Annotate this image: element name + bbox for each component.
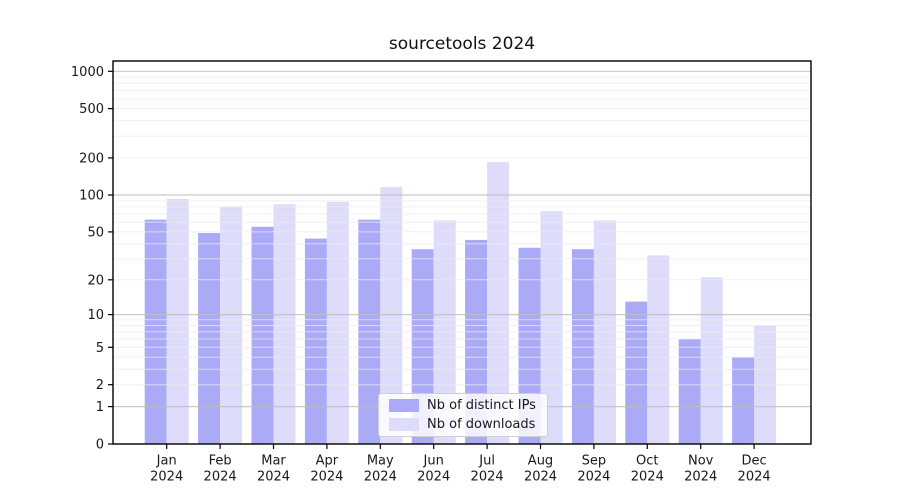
bar-downloads-nov xyxy=(700,277,723,444)
x-tick-label-month: Jun xyxy=(423,454,444,469)
x-tick-label-month: May xyxy=(367,454,394,469)
x-tick-label-year: 2024 xyxy=(310,470,343,485)
y-tick-label: 20 xyxy=(87,273,104,288)
y-tick-label: 500 xyxy=(79,102,104,117)
y-tick-label: 50 xyxy=(87,225,104,240)
x-tick-label-month: Mar xyxy=(261,454,286,469)
x-tick-label-month: Jul xyxy=(478,454,495,469)
y-tick-label: 200 xyxy=(79,151,104,166)
legend-label-distinct-ips: Nb of distinct IPs xyxy=(427,398,536,413)
legend-item-distinct-ips: Nb of distinct IPs xyxy=(379,398,547,413)
x-tick-label-month: Jan xyxy=(156,454,177,469)
legend-item-downloads: Nb of downloads xyxy=(379,417,547,432)
y-tick-label: 0 xyxy=(96,438,104,453)
x-tick-label-year: 2024 xyxy=(524,470,557,485)
bar-downloads-jul xyxy=(487,162,510,444)
bar-downloads-jan xyxy=(166,198,189,444)
y-tick-label: 100 xyxy=(79,189,104,204)
x-tick-label-year: 2024 xyxy=(577,470,610,485)
bar-distinct-ips-jul xyxy=(465,239,488,444)
chart-title: sourcetools 2024 xyxy=(388,34,536,54)
x-tick-label-month: Apr xyxy=(316,454,339,469)
bar-distinct-ips-nov xyxy=(678,339,701,444)
x-tick-label-year: 2024 xyxy=(684,470,717,485)
legend-swatch-downloads xyxy=(389,418,419,431)
x-tick-label-year: 2024 xyxy=(257,470,290,485)
legend-swatch-distinct-ips xyxy=(389,399,419,412)
x-tick-label-month: Dec xyxy=(742,454,767,469)
x-tick-label-month: Oct xyxy=(636,454,658,469)
legend-label-downloads: Nb of downloads xyxy=(427,417,536,432)
y-tick-label: 2 xyxy=(96,378,104,393)
bar-distinct-ips-mar xyxy=(251,226,274,444)
x-tick-label-year: 2024 xyxy=(417,470,450,485)
bar-downloads-apr xyxy=(326,201,349,444)
bar-distinct-ips-oct xyxy=(625,301,648,444)
bar-distinct-ips-dec xyxy=(732,357,755,444)
x-tick-label-year: 2024 xyxy=(150,470,183,485)
bar-downloads-mar xyxy=(273,204,296,444)
x-tick-label-year: 2024 xyxy=(738,470,771,485)
bar-distinct-ips-apr xyxy=(304,238,327,444)
x-tick-label-month: Sep xyxy=(582,454,607,469)
y-tick-label: 1000 xyxy=(71,65,104,80)
bar-downloads-oct xyxy=(647,255,670,444)
y-tick-label: 1 xyxy=(96,400,104,415)
y-tick-label: 5 xyxy=(96,341,104,356)
x-tick-label-year: 2024 xyxy=(471,470,504,485)
x-tick-label-year: 2024 xyxy=(204,470,237,485)
bar-distinct-ips-sep xyxy=(571,249,594,444)
x-tick-label-year: 2024 xyxy=(364,470,397,485)
plot-border xyxy=(112,60,812,445)
bar-downloads-may xyxy=(380,187,403,444)
bar-downloads-aug xyxy=(540,211,563,444)
y-tick-label: 10 xyxy=(87,308,104,323)
x-tick-label-month: Nov xyxy=(688,454,714,469)
x-tick-label-month: Aug xyxy=(528,454,553,469)
x-tick-label-month: Feb xyxy=(209,454,232,469)
legend: Nb of distinct IPs Nb of downloads xyxy=(378,393,548,437)
x-tick-label-year: 2024 xyxy=(631,470,664,485)
